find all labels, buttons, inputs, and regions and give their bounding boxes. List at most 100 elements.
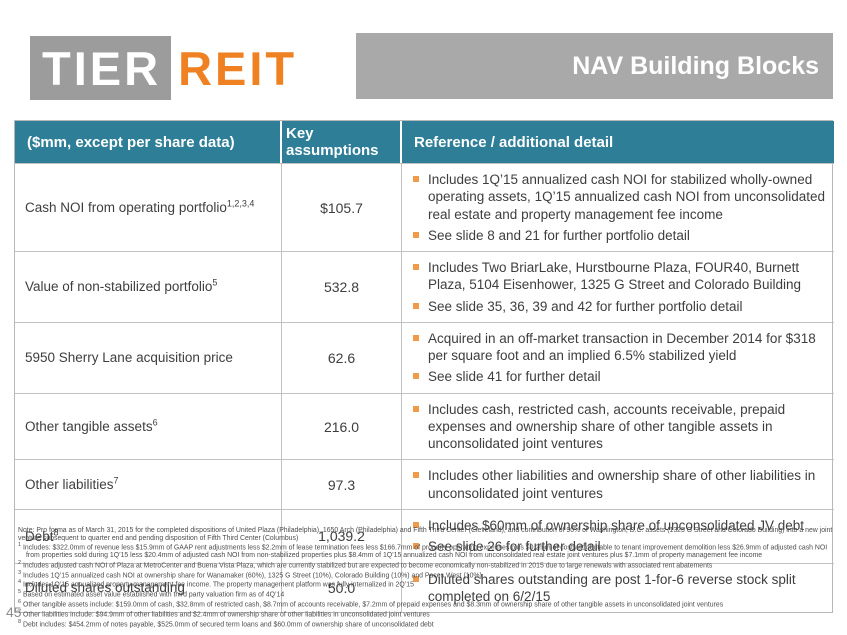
footnote-number: 8	[18, 619, 22, 626]
bullet-square-icon	[413, 334, 419, 341]
footnote-number: 4	[18, 579, 22, 586]
footnote-text: Includes adjusted cash NOI of Plaza at M…	[22, 561, 713, 569]
row-label-text: Diluted shares outstanding	[25, 580, 185, 596]
footnote-item: 8 Debt includes: $454.2mm of notes payab…	[18, 619, 836, 629]
footnote-number: 7	[18, 609, 22, 616]
table-row-value: 97.3	[282, 459, 402, 509]
table-row-value: 532.8	[282, 251, 402, 322]
table-row-detail: Includes Two BriarLake, Hurstbourne Plaz…	[402, 251, 834, 322]
bullet-square-icon	[413, 521, 419, 528]
bullet-square-icon	[413, 405, 419, 412]
footnote-number: 5	[18, 589, 22, 596]
table-row-detail: Includes other liabilities and ownership…	[402, 459, 834, 509]
row-label-footnote-ref: 1,2,3,4	[226, 198, 255, 209]
table-row-value: 50.0	[282, 562, 402, 613]
footnote-text: Includes 1Q’15 annualized cash NOI at ow…	[22, 571, 482, 579]
table-row-label: 5950 Sherry Lane acquisition price	[15, 321, 282, 393]
bullet-text: See slide 8 and 21 for further portfolio…	[428, 227, 690, 243]
table-row-value: 1,039.2	[282, 508, 402, 563]
footnote-number: 1	[18, 542, 22, 549]
footnote-note: Note: Pro forma as of March 31, 2015 for…	[18, 527, 833, 542]
detail-bullet: See slide 35, 36, 39 and 42 for further …	[412, 298, 826, 315]
logo-reit-text: REIT	[171, 36, 298, 100]
detail-bullet: Includes 1Q’15 annualized cash NOI for s…	[412, 171, 826, 223]
bullet-text: Includes Two BriarLake, Hurstbourne Plaz…	[428, 260, 801, 293]
table-row-label: Value of non-stabilized portfolio5	[15, 251, 282, 322]
table-row-value: 62.6	[282, 321, 402, 393]
row-label-text: Other tangible assets	[25, 419, 153, 435]
logo-tier-text: TIER	[30, 36, 172, 100]
row-label-text: Debt	[25, 528, 54, 544]
footnote-text: Includes: $322.0mm of revenue less $15.9…	[22, 544, 828, 560]
bullet-text: Includes $60mm of ownership share of unc…	[428, 517, 804, 533]
bullet-text: See slide 41 for further detail	[428, 369, 601, 385]
table-row-label: Other tangible assets6	[15, 392, 282, 460]
footnote-item: 6 Other tangible assets include: $159.0m…	[18, 599, 836, 609]
footnotes: Note: Pro forma as of March 31, 2015 for…	[18, 527, 836, 629]
table-row-label: Cash NOI from operating portfolio1,2,3,4	[15, 163, 282, 252]
row-label-text: 5950 Sherry Lane acquisition price	[25, 350, 233, 366]
bullet-text: See slide 35, 36, 39 and 42 for further …	[428, 298, 743, 314]
row-label-text: Cash NOI from operating portfolio	[25, 200, 227, 216]
bullet-square-icon	[413, 472, 419, 479]
footnote-text: Debt includes: $454.2mm of notes payable…	[22, 621, 434, 629]
column-header-key-assumptions: Key assumptions	[282, 121, 402, 163]
bullet-square-icon	[413, 264, 419, 271]
detail-bullet: Includes Two BriarLake, Hurstbourne Plaz…	[412, 259, 826, 294]
bullet-square-icon	[413, 176, 419, 182]
detail-bullet: Includes cash, restricted cash, accounts…	[412, 401, 826, 453]
table-row-detail: Includes $60mm of ownership share of unc…	[402, 508, 834, 563]
footnote-number: 6	[18, 599, 22, 606]
footnote-item: 4 Includes 1Q’15 annualized property man…	[18, 579, 836, 589]
bullet-square-icon	[413, 543, 419, 550]
tierreit-logo: TIER REIT	[30, 36, 298, 100]
bullet-text: See slide 26 for further detail	[428, 539, 601, 555]
footnote-number: 2	[18, 559, 22, 566]
table-row-label: Diluted shares outstanding	[15, 562, 282, 613]
table-row-value: 216.0	[282, 392, 402, 460]
footnote-item: 2 Includes adjusted cash NOI of Plaza at…	[18, 560, 836, 570]
bullet-square-icon	[413, 302, 419, 309]
bullet-square-icon	[413, 575, 419, 582]
footnote-item: 5 Based on estimated asset value establi…	[18, 589, 836, 599]
detail-bullet: Diluted shares outstanding are post 1-fo…	[412, 571, 826, 606]
footnote-text: Based on estimated asset value establish…	[22, 591, 285, 599]
row-label-footnote-ref: 8	[53, 527, 59, 538]
slide-title-banner: NAV Building Blocks	[356, 33, 833, 99]
table-row-label: Other liabilities7	[15, 459, 282, 509]
table-row-detail: Acquired in an off-market transaction in…	[402, 321, 834, 393]
detail-bullet: See slide 8 and 21 for further portfolio…	[412, 227, 826, 244]
row-label-footnote-ref: 7	[113, 475, 119, 486]
footnote-text: Other tangible assets include: $159.0mm …	[22, 601, 724, 609]
detail-bullet: Includes other liabilities and ownership…	[412, 467, 826, 502]
detail-bullet: See slide 41 for further detail	[412, 368, 826, 385]
footnote-item: 7 Other liabilities include: $94.9mm of …	[18, 609, 836, 619]
footnote-item: 3 Includes 1Q’15 annualized cash NOI at …	[18, 570, 836, 580]
bullet-text: Acquired in an off-market transaction in…	[428, 330, 816, 364]
table-row-detail: Diluted shares outstanding are post 1-fo…	[402, 562, 834, 613]
detail-bullet: Includes $60mm of ownership share of unc…	[412, 517, 826, 534]
footnote-number: 3	[18, 569, 22, 576]
table-row-label: Debt8	[15, 508, 282, 563]
table-row-detail: Includes 1Q’15 annualized cash NOI for s…	[402, 163, 834, 251]
row-label-text: Value of non-stabilized portfolio	[25, 279, 213, 295]
table-row-detail: Includes cash, restricted cash, accounts…	[402, 392, 834, 460]
detail-bullet: See slide 26 for further detail	[412, 538, 826, 555]
column-header-line-item: ($mm, except per share data)	[15, 121, 282, 163]
detail-bullet: Acquired in an off-market transaction in…	[412, 330, 826, 365]
bullet-text: Includes cash, restricted cash, accounts…	[428, 401, 786, 452]
row-label-text: Other liabilities	[25, 477, 114, 493]
table-row-value: $105.7	[282, 163, 402, 252]
row-label-footnote-ref: 5	[212, 277, 218, 288]
bullet-text: Diluted shares outstanding are post 1-fo…	[428, 571, 796, 604]
nav-building-blocks-table: ($mm, except per share data) Key assumpt…	[14, 120, 834, 614]
bullet-text: Includes other liabilities and ownership…	[428, 468, 816, 501]
footnote-item: 1 Includes: $322.0mm of revenue less $15…	[18, 542, 836, 559]
slide-page-number: 45	[6, 604, 22, 620]
column-header-reference-detail: Reference / additional detail	[402, 121, 834, 163]
page-title: NAV Building Blocks	[572, 51, 819, 80]
footnote-text: Other liabilities include: $94.9mm of ot…	[22, 611, 430, 619]
bullet-square-icon	[413, 373, 419, 380]
footnote-text: Includes 1Q’15 annualized property manag…	[22, 581, 414, 589]
